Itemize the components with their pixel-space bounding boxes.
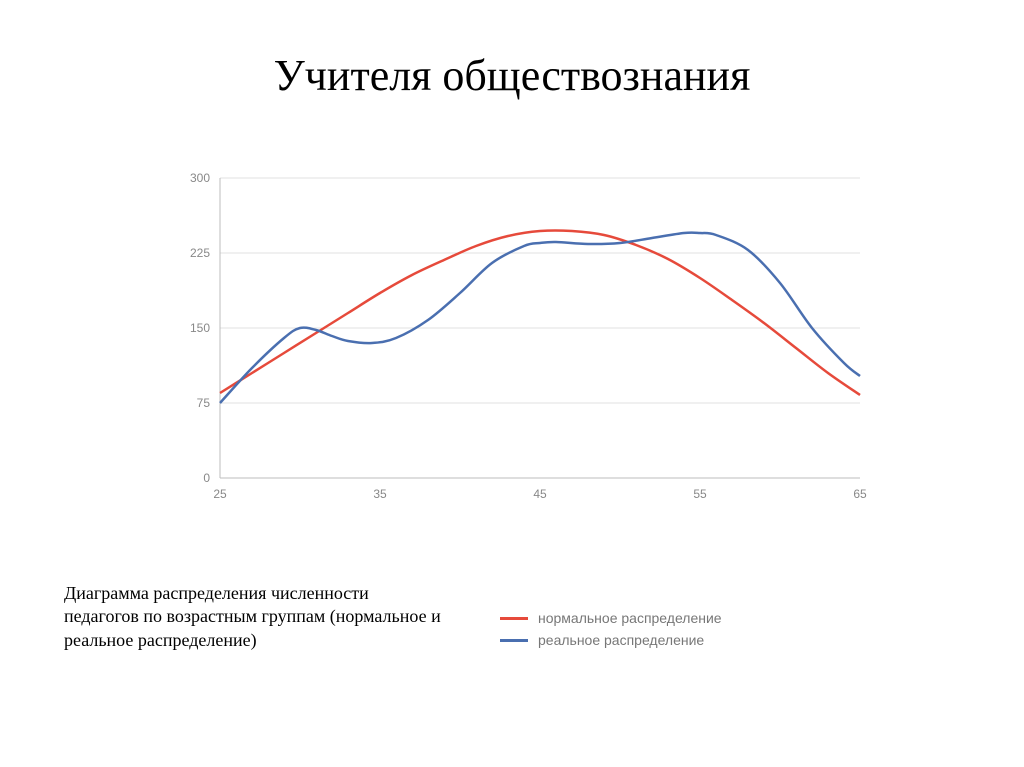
svg-text:75: 75	[197, 396, 211, 410]
distribution-chart: 25 35 45 55 65 0 75 150 225 300	[170, 168, 870, 518]
legend-label: реальное распределение	[538, 632, 704, 648]
slide: Учителя обществознания 25 35 45 55 65 0 75 150…	[0, 0, 1024, 767]
chart-caption: Диаграмма распределения численности педа…	[64, 582, 444, 652]
svg-text:45: 45	[533, 487, 547, 501]
svg-text:225: 225	[190, 246, 210, 260]
legend-item: нормальное распределение	[500, 610, 722, 626]
svg-text:300: 300	[190, 171, 210, 185]
x-axis-ticks: 25 35 45 55 65	[213, 487, 867, 501]
svg-text:35: 35	[373, 487, 387, 501]
legend-item: реальное распределение	[500, 632, 722, 648]
legend-swatch	[500, 639, 528, 642]
y-axis-ticks: 0 75 150 225 300	[190, 171, 210, 485]
svg-text:0: 0	[203, 471, 210, 485]
chart-svg: 25 35 45 55 65 0 75 150 225 300	[170, 168, 870, 518]
svg-text:65: 65	[853, 487, 867, 501]
legend-swatch	[500, 617, 528, 620]
chart-series	[220, 230, 860, 403]
legend-label: нормальное распределение	[538, 610, 722, 626]
svg-text:55: 55	[693, 487, 707, 501]
page-title: Учителя обществознания	[0, 50, 1024, 101]
svg-text:150: 150	[190, 321, 210, 335]
svg-text:25: 25	[213, 487, 227, 501]
chart-grid	[220, 178, 860, 403]
chart-legend: нормальное распределение реальное распре…	[500, 610, 722, 654]
